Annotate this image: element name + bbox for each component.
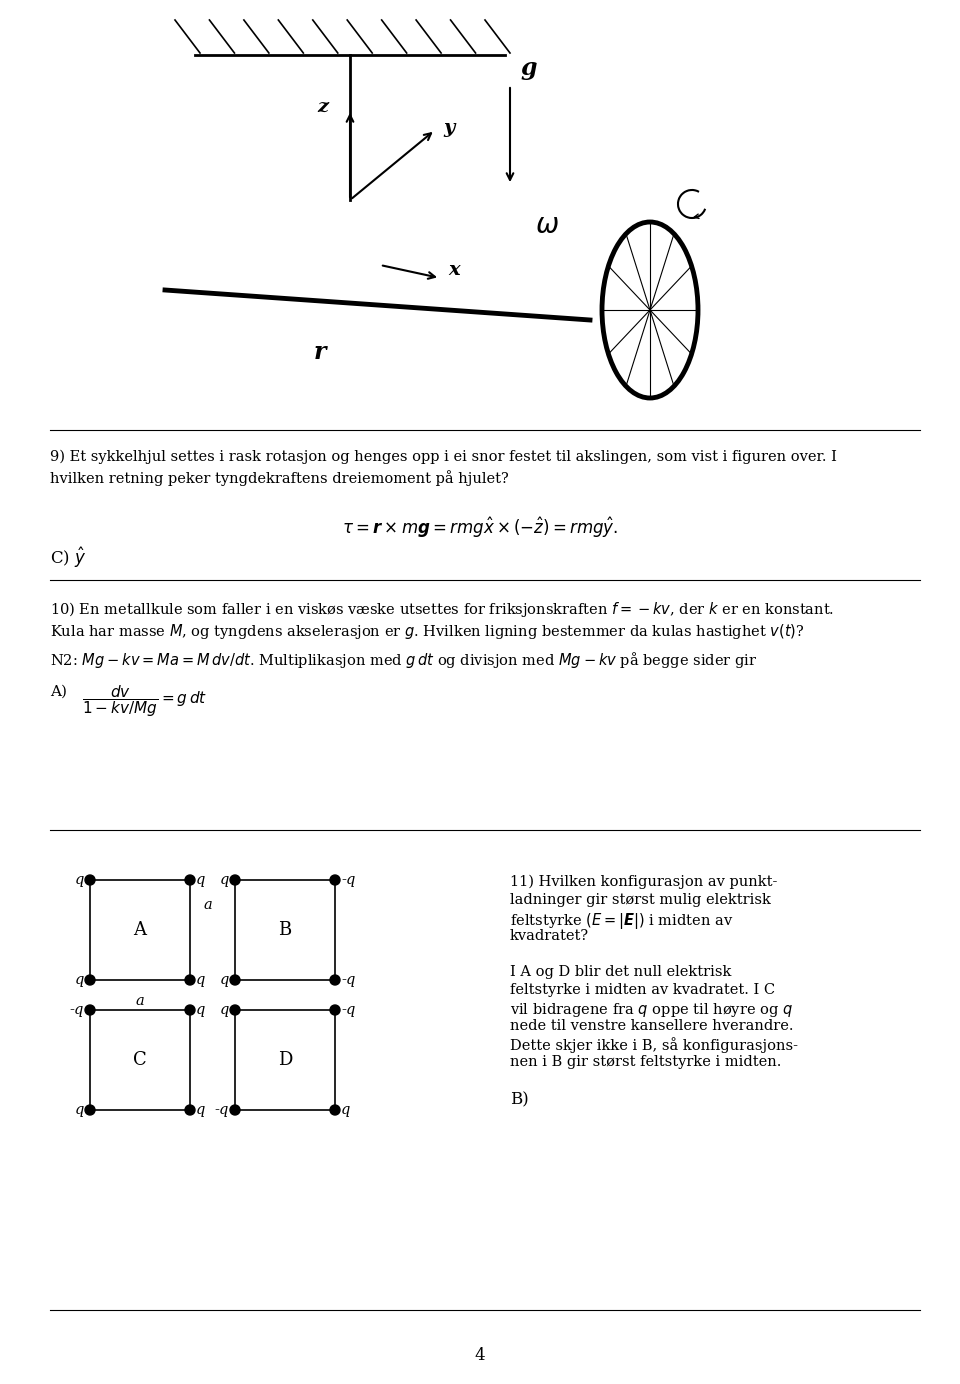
- Text: -q: -q: [341, 1003, 355, 1017]
- Text: I A og D blir det null elektrisk: I A og D blir det null elektrisk: [510, 965, 732, 978]
- Text: $\tau = \boldsymbol{r} \times m\boldsymbol{g} = rmg\hat{x} \times (-\hat{z}) = r: $\tau = \boldsymbol{r} \times m\boldsymb…: [342, 516, 618, 540]
- Circle shape: [330, 974, 340, 985]
- Text: -q: -q: [70, 1003, 84, 1017]
- Text: -q: -q: [341, 873, 355, 887]
- Circle shape: [230, 875, 240, 884]
- Text: q: q: [75, 873, 84, 887]
- Text: q: q: [220, 973, 229, 987]
- Circle shape: [330, 875, 340, 884]
- Circle shape: [85, 1005, 95, 1014]
- Circle shape: [85, 875, 95, 884]
- Text: -q: -q: [341, 973, 355, 987]
- Circle shape: [185, 875, 195, 884]
- Text: feltstyrke i midten av kvadratet. I C: feltstyrke i midten av kvadratet. I C: [510, 983, 775, 996]
- Text: a: a: [204, 898, 213, 912]
- Text: r: r: [314, 340, 326, 364]
- Circle shape: [330, 1005, 340, 1014]
- Text: q: q: [196, 873, 205, 887]
- Text: 10) En metallkule som faller i en viskøs væske utsettes for friksjonskraften $f : 10) En metallkule som faller i en viskøs…: [50, 601, 834, 619]
- Text: nen i B gir størst feltstyrke i midten.: nen i B gir størst feltstyrke i midten.: [510, 1055, 781, 1068]
- Text: q: q: [220, 1003, 229, 1017]
- Text: C: C: [133, 1050, 147, 1068]
- Circle shape: [330, 1104, 340, 1116]
- Text: Kula har masse $M$, og tyngdens akselerasjon er $g$. Hvilken ligning bestemmer d: Kula har masse $M$, og tyngdens akselera…: [50, 621, 804, 641]
- Text: -q: -q: [215, 1103, 229, 1117]
- Text: q: q: [220, 873, 229, 887]
- Text: feltstyrke $(E = |\boldsymbol{E}|)$ i midten av: feltstyrke $(E = |\boldsymbol{E}|)$ i mi…: [510, 911, 733, 931]
- Text: 11) Hvilken konfigurasjon av punkt-: 11) Hvilken konfigurasjon av punkt-: [510, 875, 778, 890]
- Circle shape: [185, 1005, 195, 1014]
- Text: ladninger gir størst mulig elektrisk: ladninger gir størst mulig elektrisk: [510, 893, 771, 907]
- Text: q: q: [75, 1103, 84, 1117]
- Text: B): B): [510, 1091, 529, 1109]
- Circle shape: [185, 974, 195, 985]
- Text: q: q: [196, 1103, 205, 1117]
- Text: N2: $Mg - kv = Ma = M\,dv/dt$. Multiplikasjon med $g\,dt$ og divisjon med $Mg - : N2: $Mg - kv = Ma = M\,dv/dt$. Multiplik…: [50, 650, 757, 670]
- Text: A): A): [50, 685, 67, 699]
- Text: D: D: [277, 1050, 292, 1068]
- Text: q: q: [341, 1103, 350, 1117]
- Text: q: q: [75, 973, 84, 987]
- Text: y: y: [443, 119, 454, 137]
- Text: kvadratet?: kvadratet?: [510, 929, 589, 943]
- Circle shape: [85, 1104, 95, 1116]
- Circle shape: [185, 1104, 195, 1116]
- Text: q: q: [196, 973, 205, 987]
- Text: a: a: [135, 994, 144, 1008]
- Text: $\omega$: $\omega$: [535, 210, 559, 239]
- Text: A: A: [133, 920, 147, 938]
- Text: 4: 4: [474, 1347, 486, 1363]
- Circle shape: [230, 974, 240, 985]
- Text: q: q: [196, 1003, 205, 1017]
- Circle shape: [85, 974, 95, 985]
- Text: Dette skjer ikke i B, så konfigurasjons-: Dette skjer ikke i B, så konfigurasjons-: [510, 1037, 798, 1053]
- Text: B: B: [278, 920, 292, 938]
- Text: $\dfrac{dv}{1-kv/Mg} = g\,dt$: $\dfrac{dv}{1-kv/Mg} = g\,dt$: [82, 682, 207, 718]
- Circle shape: [230, 1104, 240, 1116]
- Text: 9) Et sykkelhjul settes i rask rotasjon og henges opp i ei snor festet til aksli: 9) Et sykkelhjul settes i rask rotasjon …: [50, 450, 837, 465]
- Text: hvilken retning peker tyngdekraftens dreiemoment på hjulet?: hvilken retning peker tyngdekraftens dre…: [50, 471, 509, 486]
- Text: vil bidragene fra $q$ oppe til høyre og $q$: vil bidragene fra $q$ oppe til høyre og …: [510, 1001, 793, 1019]
- Text: z: z: [317, 98, 328, 116]
- Text: C) $\hat{y}$: C) $\hat{y}$: [50, 545, 86, 570]
- Text: nede til venstre kansellere hverandre.: nede til venstre kansellere hverandre.: [510, 1019, 794, 1032]
- Text: x: x: [448, 262, 460, 280]
- Text: g: g: [520, 55, 537, 80]
- Circle shape: [230, 1005, 240, 1014]
